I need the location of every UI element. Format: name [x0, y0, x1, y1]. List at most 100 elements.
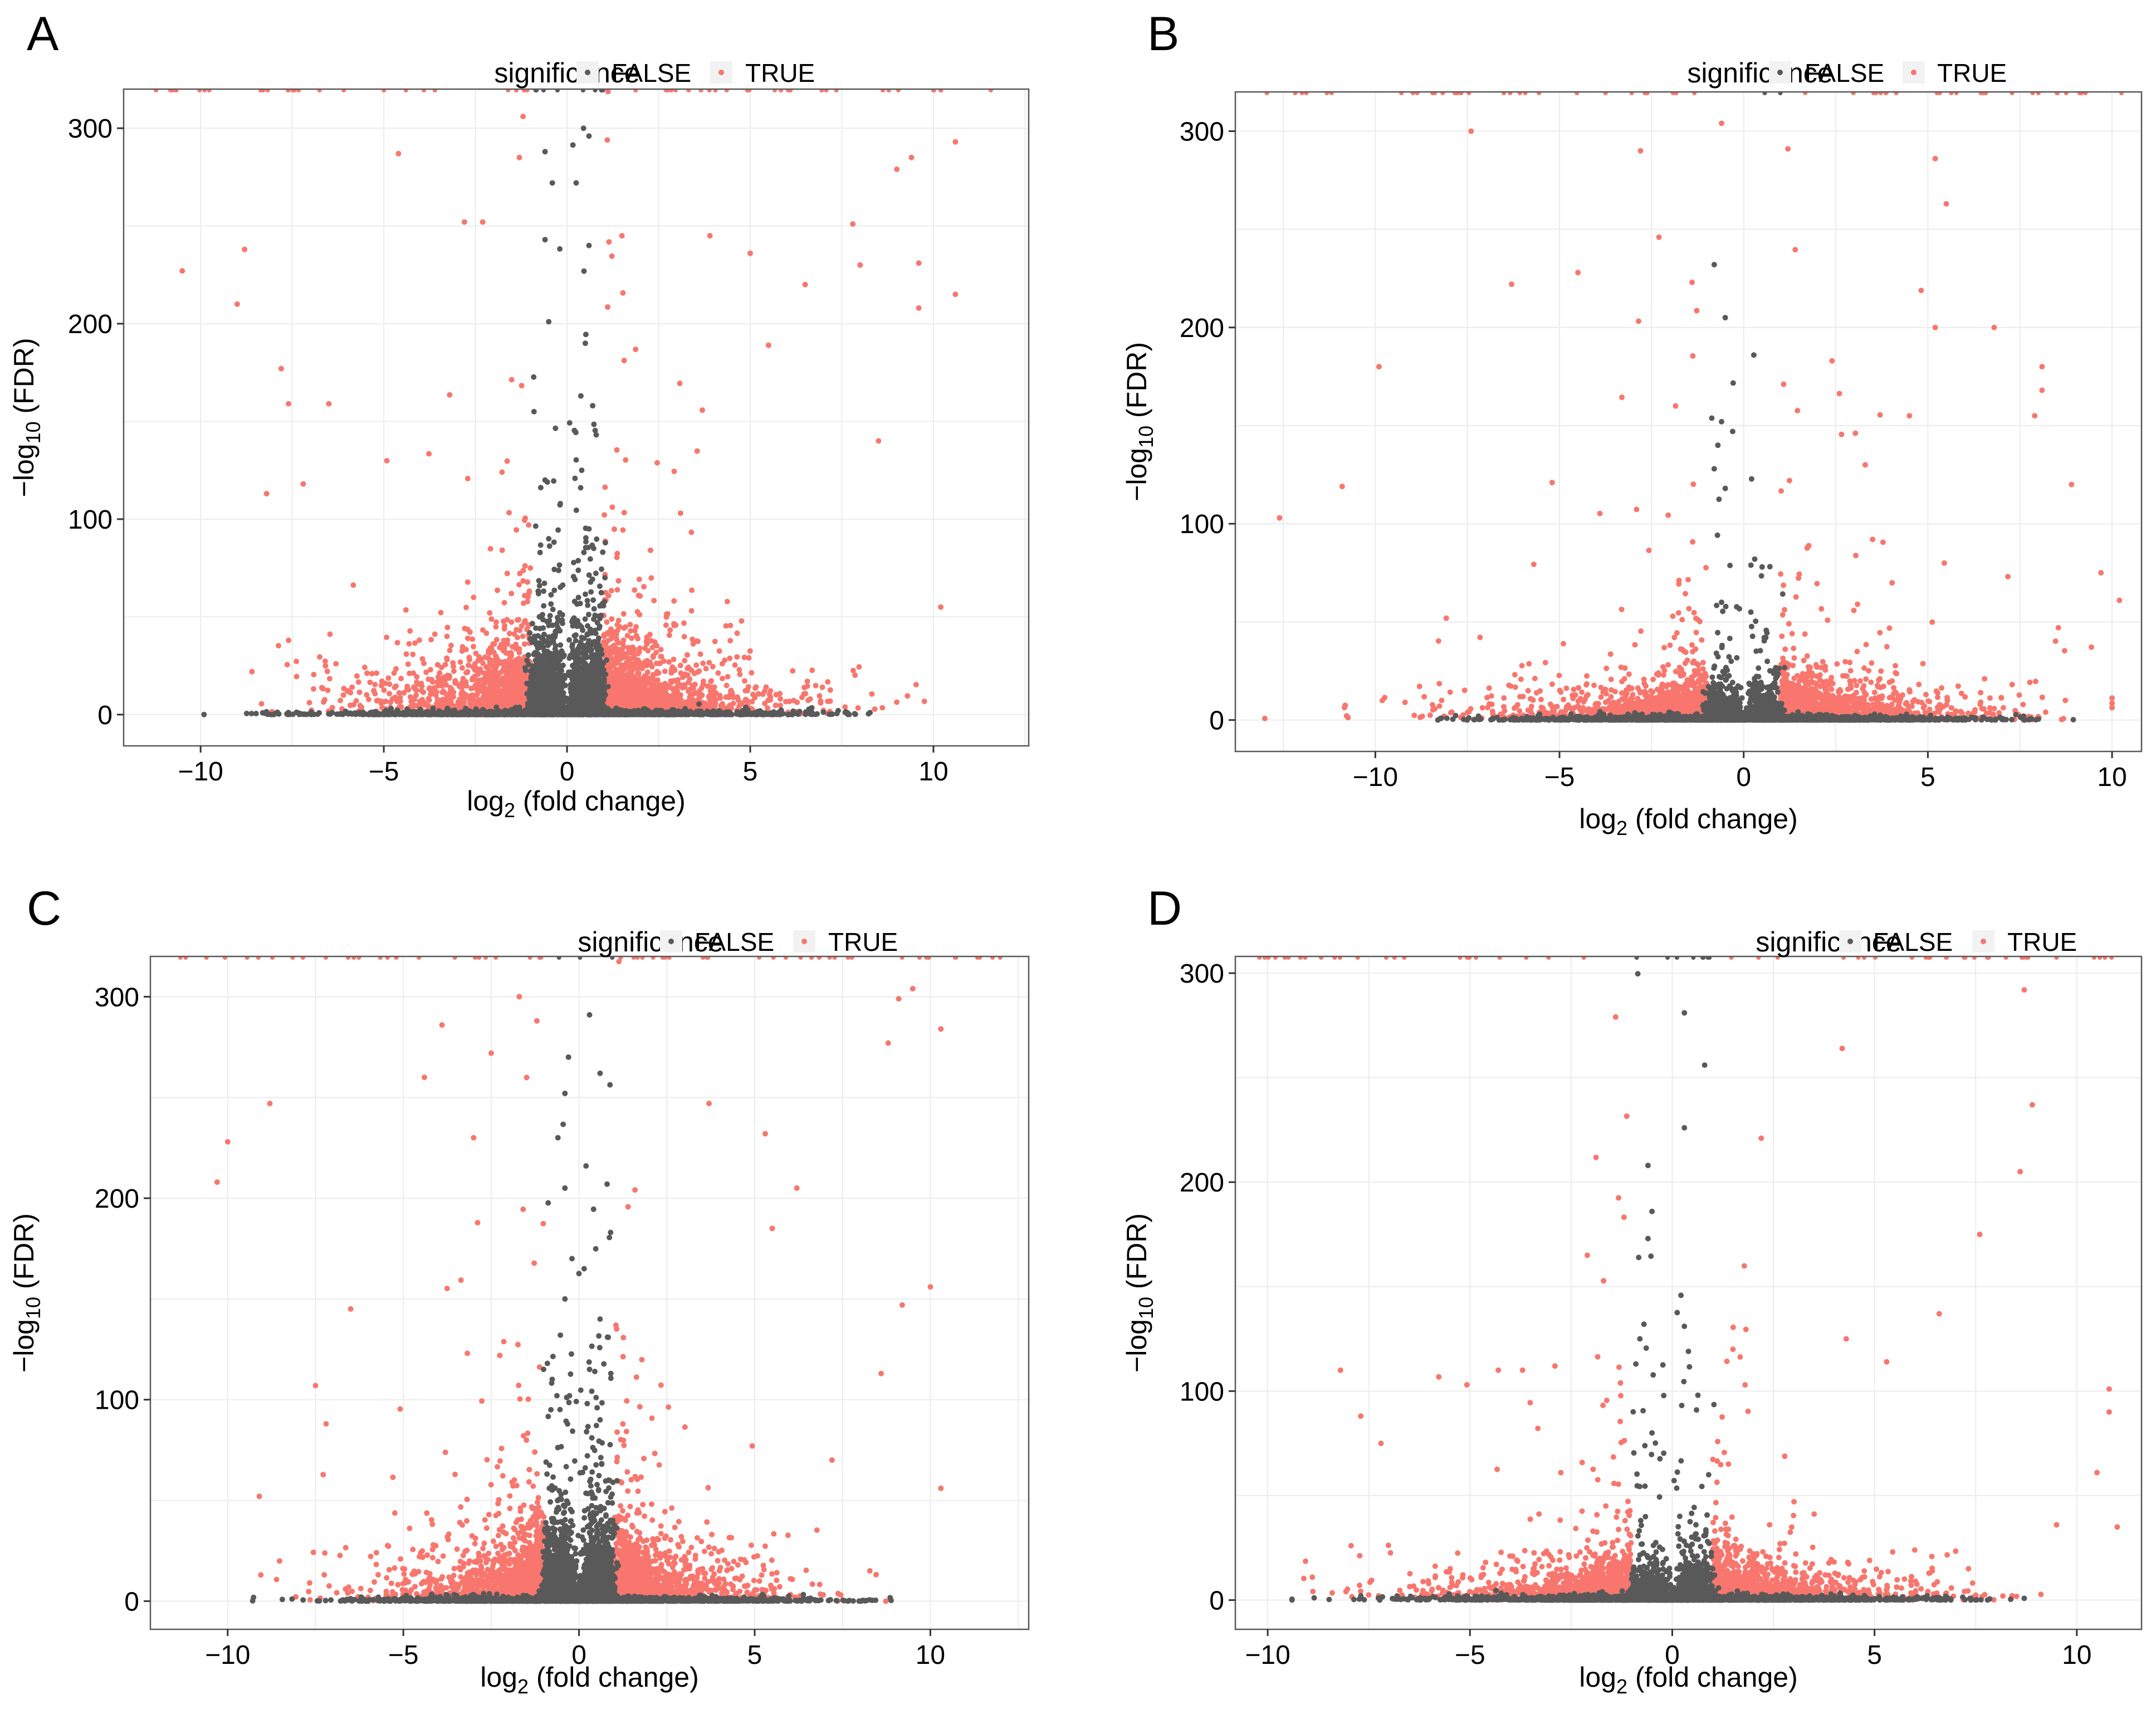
significant-point: [612, 526, 617, 532]
significant-point: [615, 695, 622, 701]
significant-point: [516, 582, 522, 588]
significant-point: [605, 304, 611, 310]
nonsignificant-point: [334, 711, 340, 717]
significant-point: [679, 675, 686, 680]
significant-point: [610, 685, 617, 691]
nonsignificant-point: [359, 711, 365, 717]
significant-point: [687, 676, 693, 682]
significant-point: [516, 656, 522, 662]
significant-point: [726, 694, 732, 700]
significant-point: [632, 677, 638, 683]
significant-point: [658, 647, 664, 653]
significant-point: [697, 651, 703, 657]
significant-point: [320, 686, 326, 692]
significant-point: [647, 632, 653, 638]
significant-point: [642, 645, 648, 651]
significant-point: [514, 527, 520, 533]
significant-point: [622, 624, 628, 630]
significant-point: [619, 646, 625, 652]
significant-point: [648, 547, 653, 553]
significant-point: [668, 678, 674, 684]
significant-point: [327, 676, 333, 682]
significant-point: [498, 659, 504, 665]
significant-point: [746, 655, 752, 661]
significant-point: [614, 587, 620, 593]
nonsignificant-point: [290, 711, 296, 717]
significant-point: [506, 510, 512, 516]
significant-point: [403, 651, 409, 657]
significant-point: [753, 684, 759, 690]
significant-point: [410, 670, 417, 676]
significant-point: [521, 641, 527, 647]
significant-point: [306, 700, 312, 706]
significant-point: [717, 695, 723, 701]
nonsignificant-point: [349, 711, 355, 717]
significant-point: [879, 705, 886, 711]
significant-point: [617, 681, 623, 687]
significant-point: [460, 701, 466, 706]
significant-point: [612, 650, 618, 656]
nonsignificant-point: [301, 711, 307, 717]
nonsignificant-point: [253, 711, 259, 716]
nonsignificant-point: [778, 707, 784, 713]
significant-point: [387, 681, 393, 687]
significant-point: [671, 468, 677, 475]
significant-point: [499, 469, 505, 475]
significant-point: [409, 702, 415, 709]
significant-point: [736, 667, 742, 673]
significant-point: [711, 684, 717, 690]
significant-point: [653, 677, 659, 683]
significant-point: [677, 380, 683, 387]
significant-point: [700, 678, 706, 685]
significant-point: [429, 679, 436, 685]
significant-point: [284, 662, 290, 668]
significant-point: [605, 629, 612, 636]
significant-point: [447, 647, 453, 653]
significant-point: [434, 662, 441, 668]
significant-point: [756, 691, 762, 697]
significant-point: [519, 383, 525, 389]
significant-point: [527, 565, 534, 571]
significant-point: [725, 673, 731, 680]
significant-point: [610, 700, 616, 706]
significant-point: [353, 698, 359, 704]
significant-point: [486, 686, 492, 692]
significant-point: [739, 618, 745, 624]
significant-point: [294, 658, 300, 665]
significant-point: [517, 627, 523, 633]
significant-point: [381, 687, 387, 693]
significant-point: [463, 604, 469, 611]
nonsignificant-point: [243, 710, 250, 716]
significant-point: [688, 697, 694, 703]
significant-point: [522, 563, 528, 569]
significant-point: [317, 654, 322, 660]
significant-point: [673, 692, 679, 699]
significant-point: [432, 631, 438, 637]
significant-point: [635, 702, 641, 708]
significant-point: [485, 696, 491, 701]
significant-point: [905, 693, 911, 699]
significant-point: [364, 670, 370, 676]
significant-point: [327, 631, 333, 637]
significant-point: [421, 660, 427, 666]
significant-point: [501, 680, 507, 686]
significant-point: [625, 698, 631, 704]
significant-point: [504, 670, 510, 676]
significant-point: [422, 700, 428, 706]
significant-point: [632, 628, 638, 633]
significant-point: [356, 689, 363, 695]
significant-point: [605, 638, 611, 644]
significant-point: [624, 675, 630, 681]
nonsignificant-point: [326, 711, 332, 717]
significant-point: [500, 702, 506, 707]
significant-point: [476, 654, 482, 660]
significant-point: [421, 689, 427, 695]
significant-point: [471, 643, 476, 650]
significant-point: [648, 661, 654, 667]
significant-point: [749, 699, 755, 705]
significant-point: [623, 457, 629, 463]
significant-point: [465, 579, 471, 585]
significant-point: [742, 678, 747, 684]
significant-point: [367, 680, 373, 685]
